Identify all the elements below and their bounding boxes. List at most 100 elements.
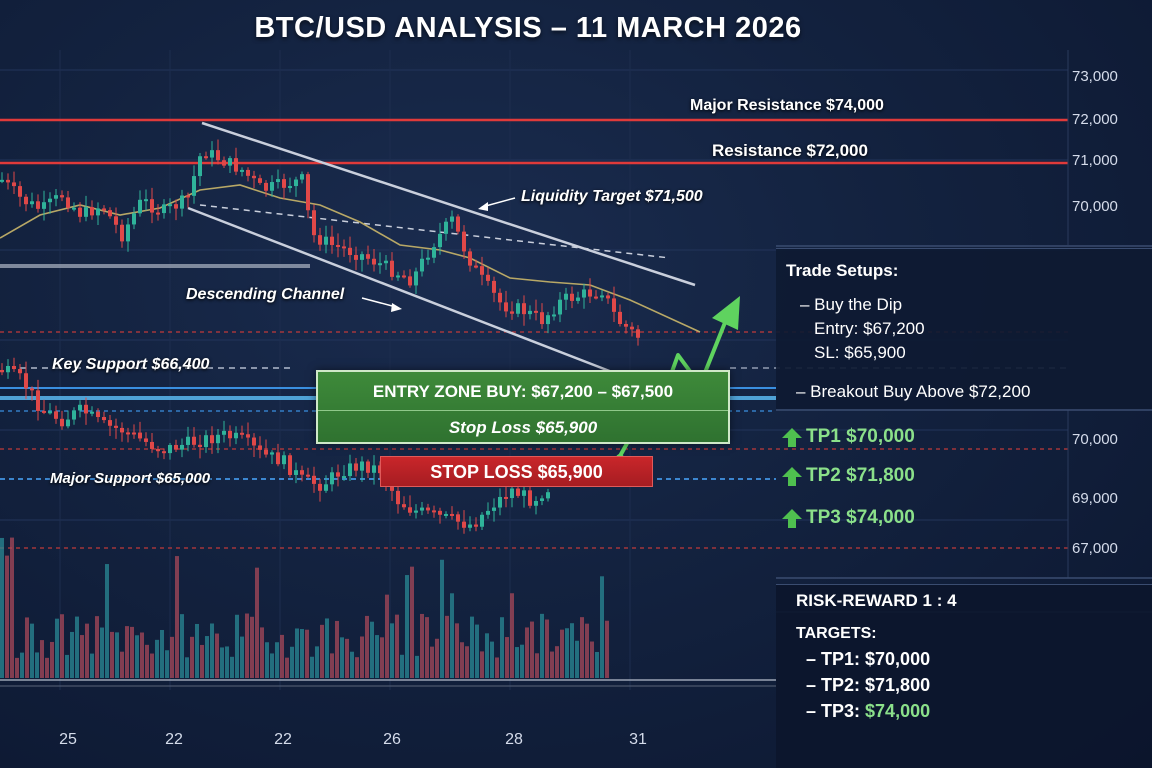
candle [402,504,406,508]
candle [222,160,226,166]
volume-bar [55,618,59,678]
candle [450,216,454,222]
volume-bar [460,642,464,678]
volume-bar [505,637,509,678]
volume-bar [285,657,289,678]
volume-bar [380,637,384,678]
candle [432,510,436,513]
volume-bar [100,627,104,678]
volume-bar [585,623,589,678]
volume-bar [410,566,414,678]
major-resistance-label: Major Resistance $74,000 [690,97,884,114]
candle [216,434,220,444]
channel-upper [201,121,696,287]
volume-bar [590,641,594,678]
y-tick: 71,000 [1072,152,1118,169]
candle [108,420,112,426]
volume-bar [135,635,139,678]
candle [174,204,178,209]
volume-bar [365,615,369,678]
candle [228,158,232,166]
volume-bar [600,576,604,678]
candle [534,501,538,506]
volume-bar [15,657,19,678]
candle [516,488,520,496]
candle [498,496,502,508]
trade-setups-panel: Trade Setups: – Buy the Dip Entry: $67,2… [776,248,1152,409]
candle [114,425,118,428]
y-tick: 73,000 [1072,68,1118,85]
volume-bar [560,629,564,678]
volume-bar [500,617,504,678]
side-tp3: TP3 $74,000 [782,507,915,529]
volume-bar [205,636,209,678]
volume-bar [160,629,164,678]
candle [192,436,196,445]
candle [72,410,76,420]
volume-bar [435,638,439,678]
candle [60,418,64,427]
candle [48,198,52,203]
risk-reward-label: RISK-REWARD 1 : 4 [796,591,957,610]
candle [318,483,322,491]
candle [504,302,508,312]
candle [114,216,118,225]
volume-bar [180,614,184,678]
volume-bar [470,616,474,678]
candle [588,289,592,297]
channel-arrow [361,297,397,308]
resistance-label: Resistance $72,000 [712,141,868,160]
candle [372,465,376,473]
candle [120,427,124,433]
volume-bar [265,642,269,678]
candle [492,280,496,293]
candle [264,182,268,191]
volume-bar [0,537,4,678]
candle [192,176,196,196]
volume-bar [185,657,189,678]
candle [282,455,286,465]
x-tick: 25 [59,731,77,748]
candle [564,293,568,300]
candle [306,474,310,477]
volume-bar [510,593,514,678]
candle [306,174,310,211]
candle [120,224,124,242]
candle [282,179,286,188]
volume-bar [575,640,579,678]
volume-bar [110,631,114,678]
volume-bar [65,654,69,678]
risk-reward-panel: RISK-REWARD 1 : 4 TARGETS: – TP1: $70,00… [776,584,1152,768]
candle [498,292,502,303]
volume-bar [155,639,159,678]
candle [438,510,442,515]
candle [522,303,526,315]
y-tick: 67,000 [1072,540,1118,557]
x-tick: 31 [629,731,647,748]
candle [78,207,82,217]
candle [132,432,136,435]
candle [336,244,340,247]
y-tick: 70,000 [1072,198,1118,215]
candle [510,488,514,499]
candle [330,236,334,245]
candle [384,260,388,264]
setup-entry: Entry: $67,200 [814,319,925,338]
candle [528,310,532,315]
candle [24,373,28,389]
candle [144,438,148,442]
volume-bar [335,620,339,678]
volume-bar [170,636,174,678]
candle [90,411,94,414]
candle [354,463,358,471]
candle [330,472,334,485]
candle [450,513,454,516]
volume-bar [90,653,94,678]
volume-bar [395,614,399,678]
candle [636,329,640,338]
volume-bar [60,614,64,678]
x-tick: 26 [383,731,401,748]
side-tp1: TP1 $70,000 [782,426,915,448]
volume-bar [475,624,479,678]
volume-bar [320,624,324,678]
